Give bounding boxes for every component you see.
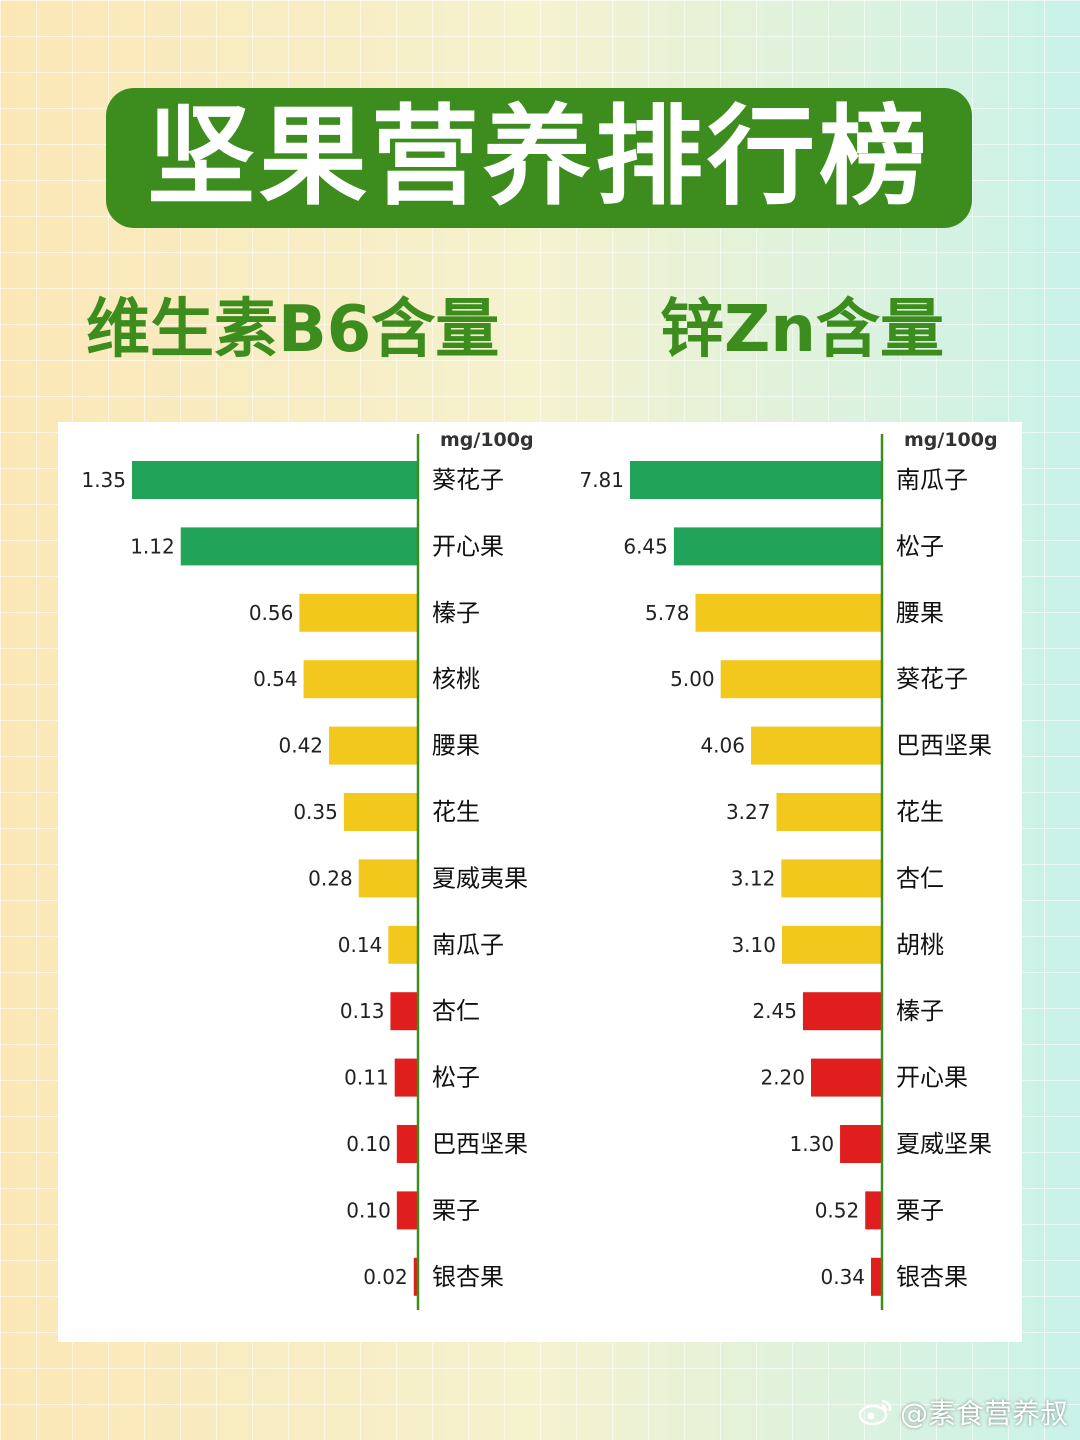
category-label-2-8: 胡桃: [896, 931, 944, 959]
bar-2-5: [750, 726, 882, 765]
bar-1-5: [329, 726, 418, 765]
bar-1-12: [396, 1191, 418, 1230]
bar-1-1: [132, 461, 418, 499]
bar-1-7: [358, 859, 418, 898]
category-label-1-1: 葵花子: [432, 466, 504, 494]
value-label-1-10: 0.11: [344, 1066, 389, 1090]
value-label-2-2: 6.45: [623, 534, 668, 558]
bar-2-2: [673, 527, 882, 566]
value-label-2-4: 5.00: [670, 667, 715, 691]
bar-2-10: [811, 1058, 882, 1097]
category-label-2-9: 榛子: [896, 997, 944, 1025]
value-label-2-11: 1.30: [790, 1132, 835, 1156]
value-label-1-8: 0.14: [338, 933, 383, 957]
category-label-2-13: 银杏果: [896, 1263, 968, 1291]
category-label-1-11: 巴西坚果: [432, 1130, 528, 1158]
category-label-1-13: 银杏果: [432, 1263, 504, 1291]
category-label-2-7: 杏仁: [896, 864, 944, 892]
value-label-1-1: 1.35: [81, 468, 126, 492]
bar-charts-svg: mg/100g 1.35 葵花子 1.12 开心果 0.56 榛子 0.54 核桃 0.42 腰果 0…: [81, 429, 998, 1310]
value-label-1-4: 0.54: [253, 667, 298, 691]
chart-card: mg/100g 1.35 葵花子 1.12 开心果 0.56 榛子 0.54 核桃 0.42 腰果 0…: [58, 422, 1022, 1342]
value-label-1-13: 0.02: [363, 1265, 408, 1289]
bar-2-11: [840, 1125, 882, 1163]
value-label-1-6: 0.35: [293, 800, 338, 824]
category-label-1-6: 花生: [432, 798, 480, 826]
bar-2-7: [781, 859, 882, 898]
watermark-text: @素食营养叔: [899, 1397, 1068, 1430]
title-banner: 坚果营养排行榜: [106, 88, 972, 228]
category-label-1-5: 腰果: [432, 732, 480, 760]
category-label-2-6: 花生: [896, 798, 944, 826]
category-label-2-4: 葵花子: [896, 665, 968, 693]
category-label-2-1: 南瓜子: [896, 466, 968, 494]
category-label-2-11: 夏威坚果: [896, 1130, 992, 1158]
bar-1-4: [303, 660, 418, 699]
category-label-1-12: 栗子: [432, 1196, 480, 1224]
value-label-1-5: 0.42: [278, 734, 323, 758]
bar-1-2: [180, 527, 418, 566]
value-label-2-3: 5.78: [645, 601, 690, 625]
category-label-1-7: 夏威夷果: [432, 864, 528, 892]
bar-2-1: [630, 461, 882, 499]
value-label-2-5: 4.06: [700, 734, 745, 758]
bar-2-3: [695, 593, 882, 632]
bar-1-6: [343, 793, 418, 831]
watermark: @素食营养叔: [858, 1392, 1068, 1432]
bar-1-10: [394, 1058, 418, 1097]
unit-label-2: mg/100g: [904, 429, 998, 451]
category-label-2-5: 巴西坚果: [896, 732, 992, 760]
value-label-2-10: 2.20: [760, 1066, 805, 1090]
value-label-1-12: 0.10: [346, 1198, 391, 1222]
bar-2-6: [776, 793, 882, 831]
bar-1-3: [299, 593, 418, 632]
category-label-2-2: 松子: [896, 532, 944, 560]
value-label-2-12: 0.52: [815, 1198, 860, 1222]
category-label-1-3: 榛子: [432, 599, 480, 627]
bar-1-13: [413, 1257, 418, 1296]
bar-1-9: [390, 992, 418, 1031]
category-label-1-9: 杏仁: [432, 997, 480, 1025]
category-label-1-4: 核桃: [432, 665, 480, 693]
bar-2-4: [720, 660, 882, 699]
category-label-2-3: 腰果: [896, 599, 944, 627]
value-label-2-8: 3.10: [731, 933, 776, 957]
weibo-icon: [858, 1399, 892, 1426]
bar-1-11: [396, 1125, 418, 1163]
bar-1-8: [388, 925, 418, 964]
value-label-1-3: 0.56: [249, 601, 294, 625]
bar-2-12: [865, 1191, 882, 1230]
bar-2-13: [871, 1257, 882, 1296]
category-label-2-12: 栗子: [896, 1196, 944, 1224]
value-label-1-11: 0.10: [346, 1132, 391, 1156]
chart-title-vitamin-b6: 维生素B6含量: [86, 293, 500, 367]
value-label-2-7: 3.12: [731, 866, 776, 890]
category-label-1-2: 开心果: [432, 532, 504, 560]
value-label-1-2: 1.12: [130, 534, 175, 558]
page-title: 坚果营养排行榜: [146, 95, 931, 220]
value-label-2-6: 3.27: [726, 800, 771, 824]
value-label-1-9: 0.13: [340, 999, 385, 1023]
category-label-1-10: 松子: [432, 1064, 480, 1092]
category-label-2-10: 开心果: [896, 1064, 968, 1092]
value-label-2-13: 0.34: [820, 1265, 865, 1289]
value-label-1-7: 0.28: [308, 866, 353, 890]
unit-label-1: mg/100g: [440, 429, 534, 451]
value-label-2-1: 7.81: [579, 468, 624, 492]
category-label-1-8: 南瓜子: [432, 931, 504, 959]
bar-2-8: [781, 925, 882, 964]
chart-title-zinc: 锌Zn含量: [660, 293, 944, 367]
bar-2-9: [802, 992, 882, 1031]
value-label-2-9: 2.45: [752, 999, 797, 1023]
